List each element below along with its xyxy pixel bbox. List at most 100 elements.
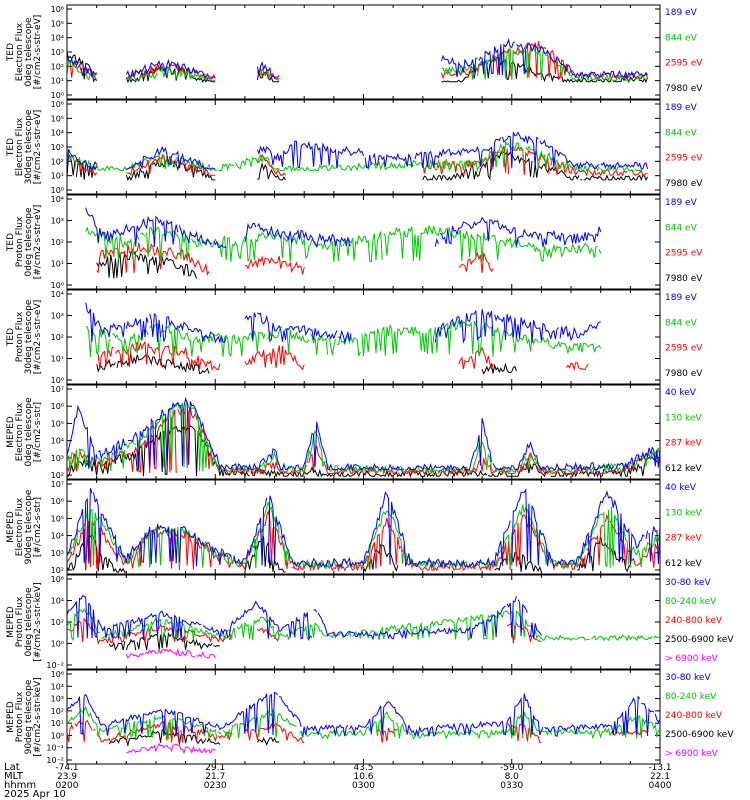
series-line <box>67 38 648 79</box>
y-tick-label: 10⁰ <box>51 376 64 385</box>
y-axis-label-line: Electron Flux <box>15 22 25 81</box>
y-tick-label: 10⁷ <box>51 385 64 394</box>
x-tick-label: -74.1 <box>55 763 78 773</box>
y-tick-label: 10⁴ <box>51 682 64 691</box>
series-line <box>85 302 601 344</box>
x-tick-label: 23.9 <box>57 772 77 782</box>
y-axis-label-line: 0deg telescope <box>24 587 34 657</box>
y-axis-label-line: [#/cm2-s-str] <box>33 402 43 462</box>
y-axis-label-line: TED <box>6 328 16 347</box>
legend-entry: 189 eV <box>665 103 698 113</box>
series-line <box>67 691 660 738</box>
traces <box>85 302 602 375</box>
panel-6: 10⁶ 10⁴ 10² 10⁰ 10⁻² MEPED Proton Flux 0deg tel… <box>6 574 734 670</box>
y-tick-label: 10³ <box>51 695 64 704</box>
series-line <box>67 705 660 740</box>
traces <box>67 691 660 755</box>
series-line <box>67 533 631 573</box>
series-line <box>67 616 542 645</box>
y-axis-label-line: Electron Flux <box>15 497 25 556</box>
y-tick-label: 10⁵ <box>51 19 64 28</box>
y-tick-label: 10¹ <box>51 172 64 181</box>
legend-entry: 612 keV <box>665 464 702 474</box>
series-line <box>67 406 660 476</box>
y-axis-label-line: 30deg telescope <box>24 109 34 184</box>
legend-entry: 844 eV <box>665 128 698 138</box>
y-tick-label: 10² <box>51 238 64 247</box>
traces <box>67 131 648 182</box>
x-tick-label: 10.6 <box>353 772 373 782</box>
y-axis-label-line: [#/cm2-s-str-keV] <box>33 677 43 756</box>
y-axis-label-line: 30deg telescope <box>24 299 34 374</box>
legend-entry: 287 keV <box>665 439 702 449</box>
y-tick-label: 10⁶ <box>51 402 64 411</box>
y-axis-label-line: Proton Flux <box>15 311 25 362</box>
y-tick-label: 10⁵ <box>51 114 64 123</box>
y-tick-label: 10² <box>51 333 64 342</box>
x-row-label-hhmm: hhmm <box>4 780 36 791</box>
series-line <box>67 140 642 173</box>
y-tick-label: 10⁷ <box>51 480 64 489</box>
x-tick-label: 0400 <box>649 781 672 791</box>
y-axis-label-line: 0deg telescope <box>24 207 34 277</box>
legend-entry: 7980 eV <box>665 84 703 94</box>
series-line <box>108 729 280 747</box>
traces <box>67 38 648 84</box>
y-axis-label-line: [#/cm2-s-str-eV] <box>33 205 43 280</box>
y-tick-label: 10⁶ <box>51 670 64 679</box>
y-tick-label: 10⁴ <box>51 532 64 541</box>
y-tick-label: 10⁴ <box>51 195 64 204</box>
legend-entry: 612 keV <box>665 559 702 569</box>
y-tick-label: 10⁶ <box>51 100 64 109</box>
y-tick-label: 10⁰ <box>51 731 64 740</box>
y-tick-label: 10³ <box>51 454 64 463</box>
y-axis-label-line: 0deg telescope <box>24 397 34 467</box>
series-line <box>67 396 660 472</box>
legend-entry: 40 keV <box>665 388 697 398</box>
y-axis-label-line: MEPED <box>6 416 16 448</box>
legend-entry: 80-240 keV <box>665 692 717 702</box>
legend-entry: 30-80 keV <box>665 673 711 683</box>
legend-entry: 287 keV <box>665 534 702 544</box>
y-axis-label-line: MEPED <box>6 606 16 638</box>
x-tick-label: 0200 <box>56 781 79 791</box>
panel-3: 10⁴ 10³ 10² 10¹ 10⁰ TED Proton Flux 30deg teles… <box>6 289 703 385</box>
y-axis-label-line: TED <box>6 233 16 252</box>
y-tick-label: 10⁰ <box>51 281 64 290</box>
series-line <box>67 595 542 641</box>
series-line <box>67 131 648 171</box>
y-tick-label: 10⁵ <box>51 514 64 523</box>
y-tick-label: 10³ <box>51 48 64 57</box>
y-axis-label-line: [#/cm2-s-str-keV] <box>33 582 43 661</box>
panel-7: 10⁶ 10⁴ 10³ 10² 10¹ 10⁰ 10⁻¹ 10⁻² MEPED Proton Fl… <box>6 669 734 765</box>
y-axis-label-line: [#/cm2-s-str] <box>33 497 43 557</box>
x-tick-label: 0330 <box>500 781 523 791</box>
y-tick-label: 10³ <box>51 549 64 558</box>
y-tick-label: 10⁶ <box>51 5 64 14</box>
panel-frame <box>66 289 661 385</box>
y-tick-label: 10⁰ <box>51 186 64 195</box>
y-axis-label-line: Electron Flux <box>15 402 25 461</box>
y-tick-label: 10⁴ <box>51 129 64 138</box>
x-tick-label: 22.1 <box>650 772 670 782</box>
y-tick-label: 10⁵ <box>51 419 64 428</box>
traces <box>85 207 602 279</box>
legend-entry: 40 keV <box>665 483 697 493</box>
y-tick-label: 10⁻² <box>46 756 64 765</box>
x-date-label: 2025 Apr 10 <box>4 789 66 800</box>
y-tick-label: 10³ <box>51 217 64 226</box>
legend-entry: 2500-6900 keV <box>665 730 734 740</box>
legend-entry: > 6900 keV <box>665 654 719 664</box>
y-tick-label: 10⁴ <box>51 597 64 606</box>
legend-entry: 30-80 keV <box>665 578 711 588</box>
legend-entry: 80-240 keV <box>665 597 717 607</box>
y-tick-label: 10² <box>51 62 64 71</box>
legend-entry: 2595 eV <box>665 59 703 69</box>
y-tick-label: 10⁰ <box>51 91 64 100</box>
series-line <box>96 251 197 279</box>
y-tick-label: 10³ <box>51 143 64 152</box>
y-axis-label-line: 90deg telescope <box>24 679 34 754</box>
y-axis-label-line: Proton Flux <box>15 596 25 647</box>
